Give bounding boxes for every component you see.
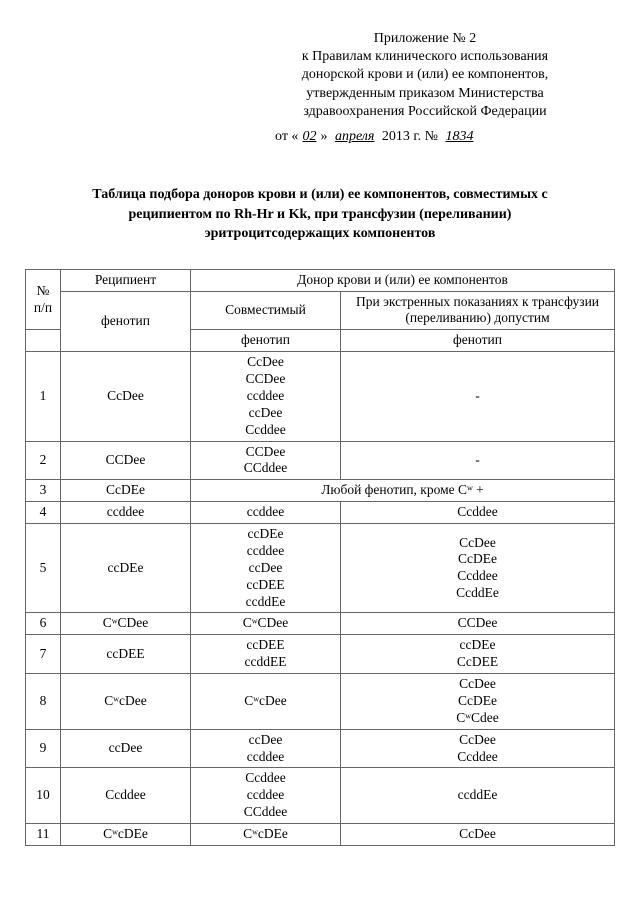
th-recipient-pheno: фенотип xyxy=(61,291,191,352)
cell-emerg: CcDee xyxy=(341,824,615,846)
header-line-2: к Правилам клинического использования xyxy=(255,48,595,66)
cell-num: 5 xyxy=(26,524,61,613)
cell-emerg: CcDeeCcDEeCcddeeCcddEe xyxy=(341,524,615,613)
cell-num: 11 xyxy=(26,824,61,846)
header-line-1: Приложение № 2 xyxy=(255,30,595,48)
header-line-4: утвержденным приказом Министерства xyxy=(255,85,595,103)
cell-compat: CCDeeCCddee xyxy=(191,441,341,480)
table-row: 3CcDEeЛюбой фенотип, кроме Cʷ + xyxy=(26,480,615,502)
cell-emerg: CCDee xyxy=(341,613,615,635)
cell-compat: ccDeeccddee xyxy=(191,729,341,768)
date-line: от «02» апреля 2013 г. № 1834 xyxy=(275,129,615,145)
cell-recipient: ccddee xyxy=(61,502,191,524)
cell-compat: CʷcDEe xyxy=(191,824,341,846)
cell-recipient: Ccddee xyxy=(61,768,191,824)
th-compat-pheno: фенотип xyxy=(191,330,341,352)
th-blank xyxy=(26,330,61,352)
cell-emerg: - xyxy=(341,352,615,441)
cell-compat: ccDEeccddeeccDeeccDEEccddEe xyxy=(191,524,341,613)
date-month: апреля xyxy=(331,129,378,144)
table-row: 11CʷcDEeCʷcDEeCcDee xyxy=(26,824,615,846)
th-donor: Донор крови и (или) ее компонентов xyxy=(191,269,615,291)
phenotype-table: № п/п Реципиент Донор крови и (или) ее к… xyxy=(25,269,615,846)
cell-num: 9 xyxy=(26,729,61,768)
date-day: 02 xyxy=(298,129,320,144)
table-row: 1CcDeeCcDeeCCDeeccddeeccDeeCcddee- xyxy=(26,352,615,441)
table-row: 7ccDEEccDEEccddEEccDEeCcDEE xyxy=(26,635,615,674)
cell-compat: ccddee xyxy=(191,502,341,524)
cell-recipient: CʷcDEe xyxy=(61,824,191,846)
table-row: 5ccDEeccDEeccddeeccDeeccDEEccddEeCcDeeCc… xyxy=(26,524,615,613)
table-row: 2CCDeeCCDeeCCddee- xyxy=(26,441,615,480)
date-number: 1834 xyxy=(441,129,477,144)
cell-num: 4 xyxy=(26,502,61,524)
table-title: Таблица подбора доноров крови и (или) ее… xyxy=(65,185,575,244)
cell-compat: CcDeeCCDeeccddeeccDeeCcddee xyxy=(191,352,341,441)
date-prefix: от « xyxy=(275,129,298,144)
cell-emerg: ccDEeCcDEE xyxy=(341,635,615,674)
cell-recipient: CʷCDee xyxy=(61,613,191,635)
cell-recipient: ccDee xyxy=(61,729,191,768)
table-row: 9ccDeeccDeeccddeeCcDeeCcddee xyxy=(26,729,615,768)
cell-num: 2 xyxy=(26,441,61,480)
th-recipient: Реципиент xyxy=(61,269,191,291)
cell-compat-span: Любой фенотип, кроме Cʷ + xyxy=(191,480,615,502)
table-row: 4ccddeeccddeeCcddee xyxy=(26,502,615,524)
cell-compat: CcddeeccddeeCCddee xyxy=(191,768,341,824)
cell-compat: CʷCDee xyxy=(191,613,341,635)
cell-num: 6 xyxy=(26,613,61,635)
cell-num: 8 xyxy=(26,674,61,730)
cell-num: 10 xyxy=(26,768,61,824)
cell-compat: ccDEEccddEE xyxy=(191,635,341,674)
cell-num: 1 xyxy=(26,352,61,441)
cell-emerg: ccddEe xyxy=(341,768,615,824)
cell-emerg: - xyxy=(341,441,615,480)
th-emerg-pheno: фенотип xyxy=(341,330,615,352)
header-attribution: Приложение № 2 к Правилам клинического и… xyxy=(255,30,595,121)
cell-num: 7 xyxy=(26,635,61,674)
th-compat: Совместимый xyxy=(191,291,341,330)
cell-recipient: ccDEE xyxy=(61,635,191,674)
cell-compat: CʷcDee xyxy=(191,674,341,730)
header-line-5: здравоохранения Российской Федерации xyxy=(255,103,595,121)
cell-recipient: CCDee xyxy=(61,441,191,480)
table-row: 6CʷCDeeCʷCDeeCCDee xyxy=(26,613,615,635)
header-line-3: донорской крови и (или) ее компонентов, xyxy=(255,66,595,84)
cell-recipient: CʷcDee xyxy=(61,674,191,730)
cell-recipient: ccDEe xyxy=(61,524,191,613)
date-year-prefix: 2013 г. № xyxy=(378,129,441,144)
table-row: 8CʷcDeeCʷcDeeCcDeeCcDEeCʷCdee xyxy=(26,674,615,730)
date-mid: » xyxy=(320,129,331,144)
cell-num: 3 xyxy=(26,480,61,502)
th-emerg: При экстренных показаниях к трансфузии (… xyxy=(341,291,615,330)
th-num: № п/п xyxy=(26,269,61,330)
cell-emerg: Ccddee xyxy=(341,502,615,524)
cell-emerg: CcDeeCcddee xyxy=(341,729,615,768)
cell-emerg: CcDeeCcDEeCʷCdee xyxy=(341,674,615,730)
table-row: 10CcddeeCcddeeccddeeCCddeeccddEe xyxy=(26,768,615,824)
cell-recipient: CcDEe xyxy=(61,480,191,502)
cell-recipient: CcDee xyxy=(61,352,191,441)
